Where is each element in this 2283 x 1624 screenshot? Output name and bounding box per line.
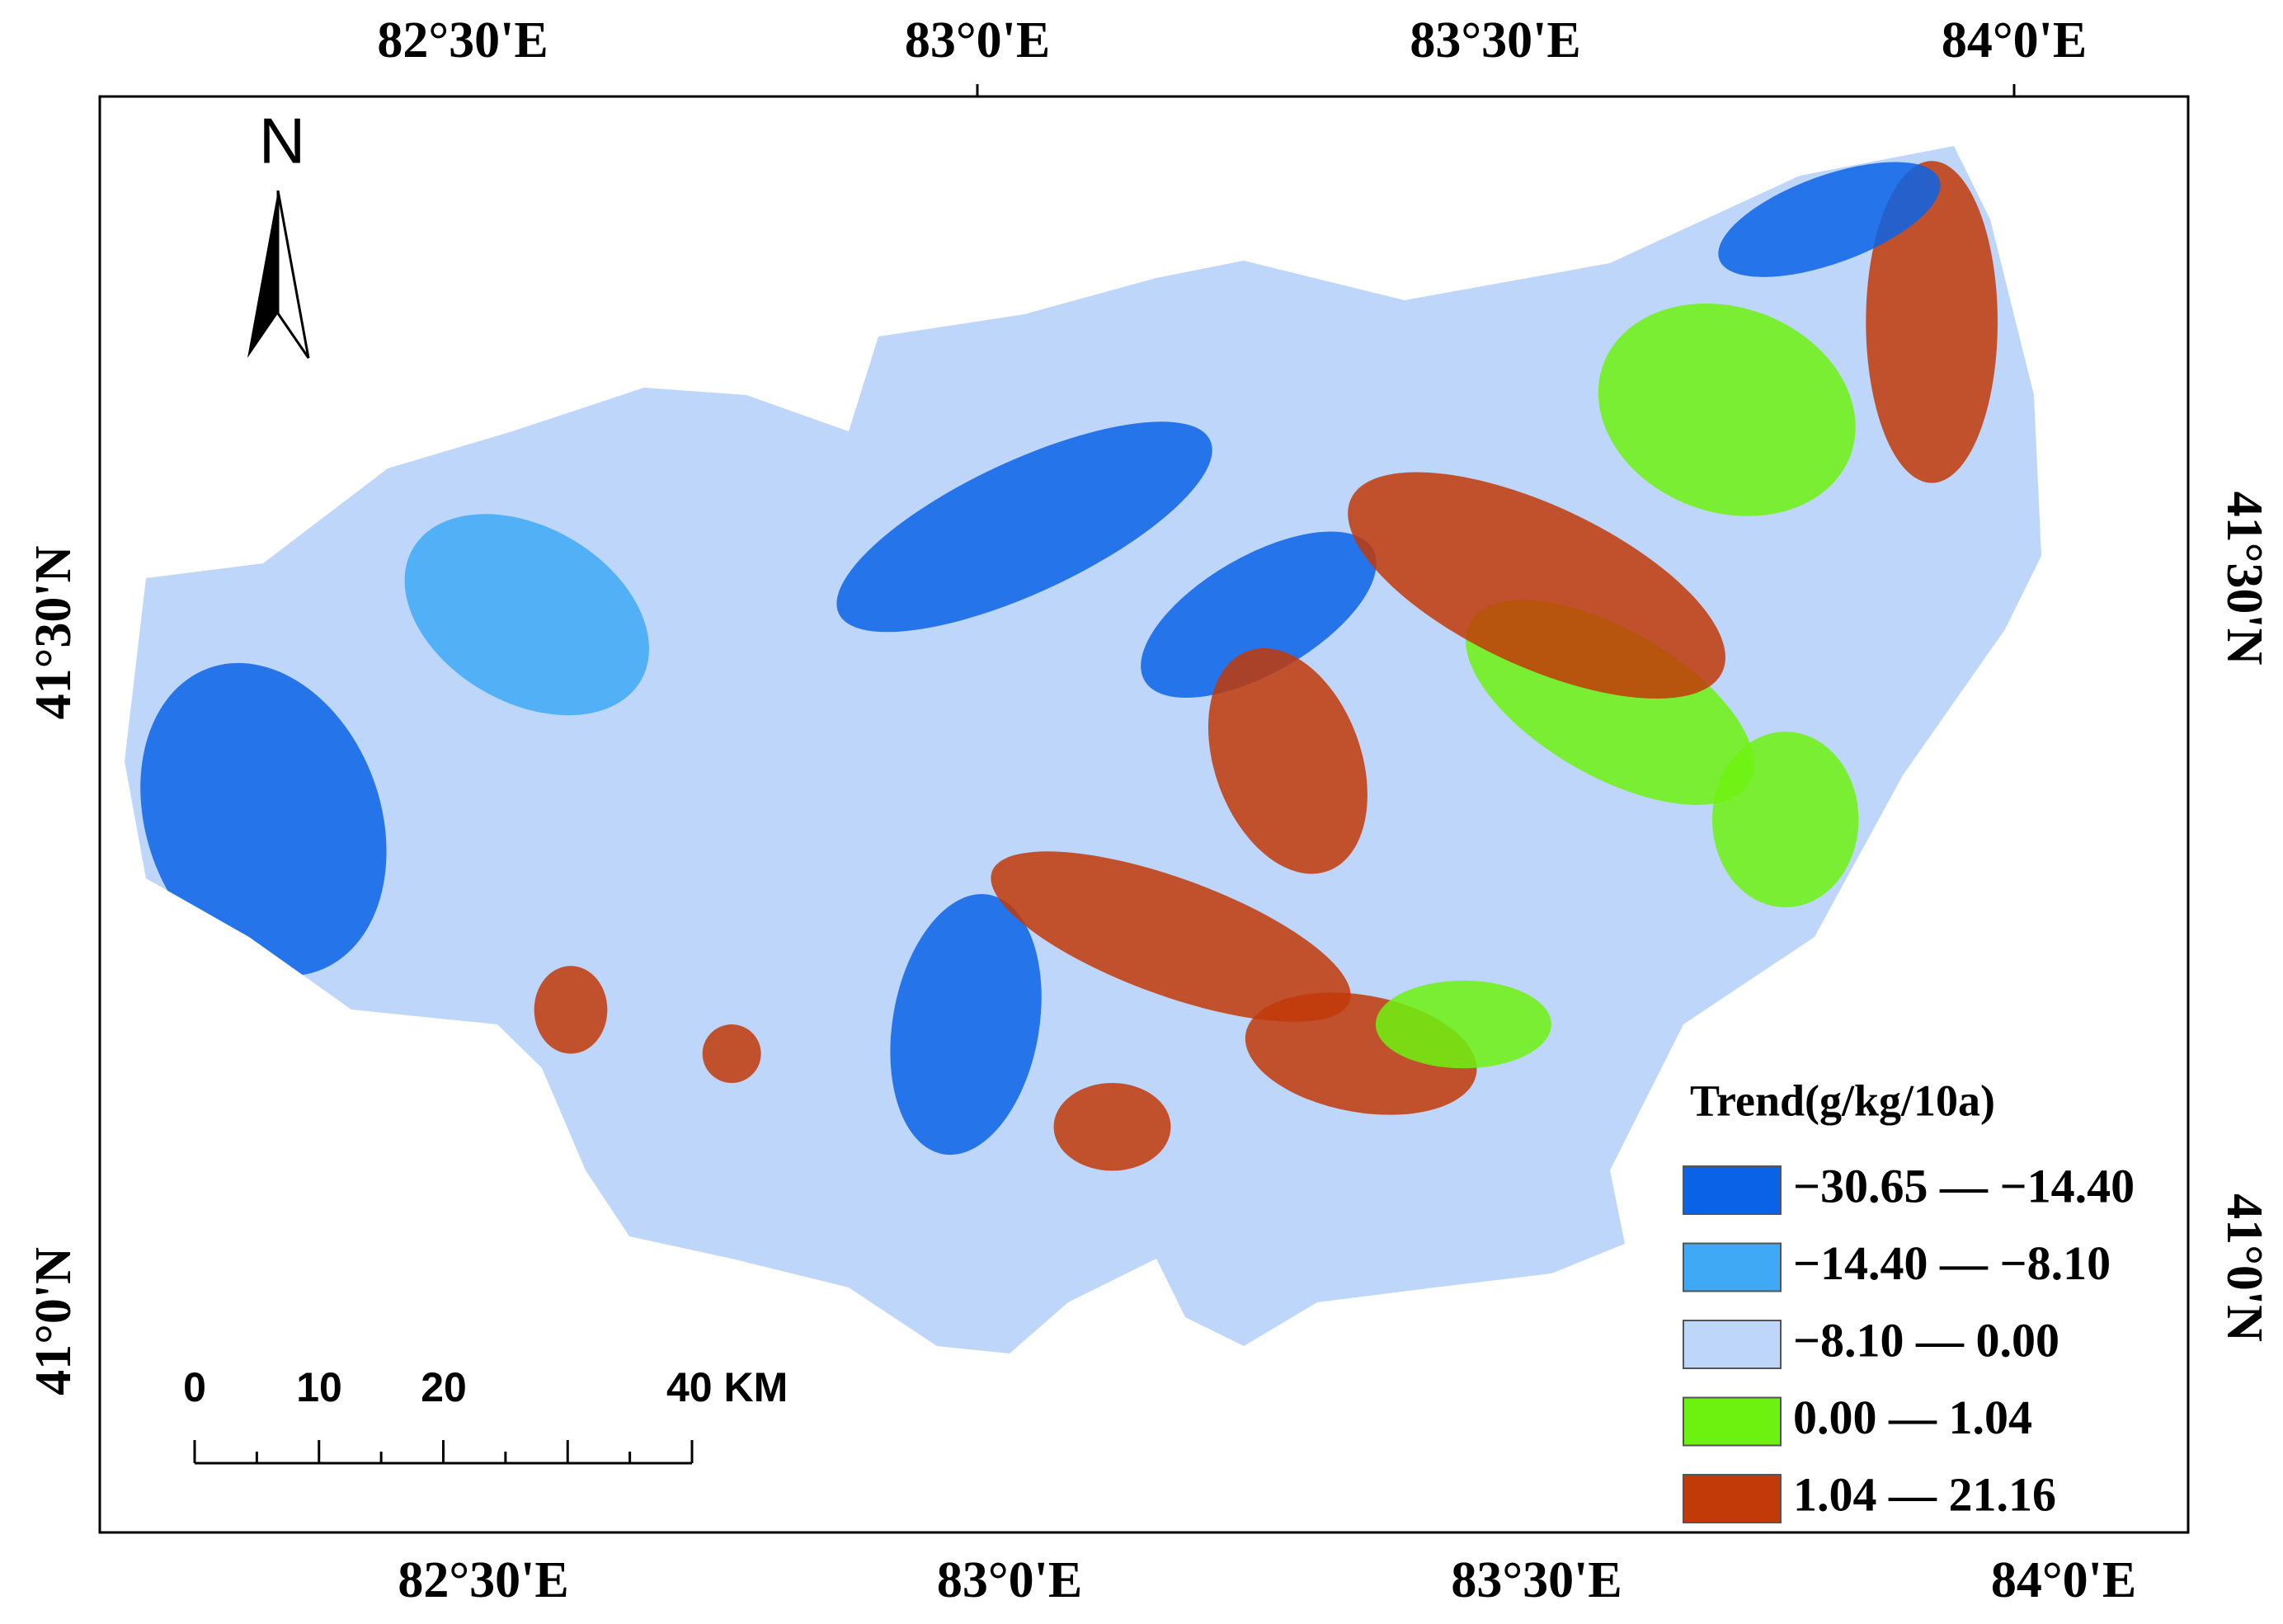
legend-swatch xyxy=(1683,1396,1782,1447)
region xyxy=(125,146,2041,1353)
legend-label: −30.65 — −14.40 xyxy=(1793,1159,2135,1212)
map-frame xyxy=(98,95,2190,1534)
region-patch xyxy=(1141,531,1377,698)
region-patch xyxy=(1207,647,1367,874)
north-arrow-right xyxy=(276,190,310,359)
bottom-axis-label: 83°0'E xyxy=(937,1552,1082,1608)
region-patch xyxy=(1718,162,1941,277)
region-patch xyxy=(1598,303,1856,516)
region-patches xyxy=(140,161,1998,1171)
bottom-axis-label: 84°0'E xyxy=(1991,1552,2136,1608)
top-axis-label: 83°0'E xyxy=(905,12,1050,68)
top-axis-label: 83°30'E xyxy=(1410,12,1580,68)
legend-swatch xyxy=(1683,1474,1782,1523)
legend-swatch xyxy=(1683,1242,1782,1292)
bottom-axis-label: 83°30'E xyxy=(1451,1552,1622,1608)
north-arrow xyxy=(247,190,310,359)
north-arrow-left xyxy=(247,191,278,358)
north-label: N xyxy=(259,105,305,177)
region-patch xyxy=(1375,980,1551,1069)
region-patch xyxy=(404,514,649,716)
legend-swatch xyxy=(1683,1320,1782,1369)
region-patch xyxy=(1866,161,1998,483)
legend-title: Trend(g/kg/10a) xyxy=(1690,1076,1995,1125)
region-base xyxy=(125,146,2041,1353)
legend-label: −14.40 — −8.10 xyxy=(1793,1236,2111,1290)
legend-swatch xyxy=(1683,1165,1782,1215)
top-axis-label: 84°0'E xyxy=(1942,12,2087,68)
bottom-axis-label: 82°30'E xyxy=(398,1552,568,1608)
region-patch xyxy=(534,966,608,1054)
region-patch xyxy=(1348,472,1725,699)
legend-label: 0.00 — 1.04 xyxy=(1793,1391,2032,1444)
region-patch xyxy=(702,1024,761,1084)
region-patch xyxy=(991,851,1351,1022)
scale-label: 10 xyxy=(296,1364,342,1410)
scale-label: 20 xyxy=(421,1364,467,1410)
scale-label: 0 xyxy=(183,1364,206,1410)
right-axis-label: 41°30'N xyxy=(2216,492,2272,666)
right-axis-label: 41°0'N xyxy=(2216,1193,2272,1342)
region-patch xyxy=(1053,1083,1171,1171)
top-axis-label: 82°30'E xyxy=(377,12,548,68)
legend-label: −8.10 — 0.00 xyxy=(1793,1313,2059,1367)
left-axis-label: 41°30'N xyxy=(26,546,82,720)
left-axis-label: 41°0'N xyxy=(26,1247,82,1396)
region-patch xyxy=(140,662,387,977)
legend-label: 1.04 — 21.16 xyxy=(1793,1467,2056,1521)
region-patch xyxy=(1712,732,1859,908)
scale-label: 40 KM xyxy=(666,1364,788,1410)
region-patch xyxy=(890,894,1042,1156)
region-patch xyxy=(836,421,1212,633)
